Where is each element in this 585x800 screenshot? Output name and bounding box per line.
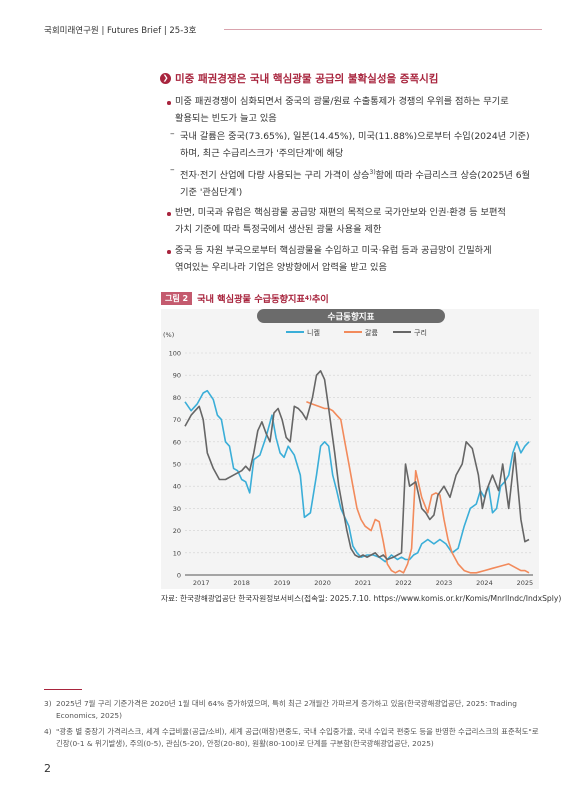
footnote-text: "광종 별 중장기 가격리스크, 세계 수급비율(공급/소비), 세계 공급(매… [56, 727, 539, 748]
series-line-구리 [184, 369, 530, 561]
bullet-dot-icon [167, 250, 171, 254]
bullet-item-1: 미중 패권경쟁이 심화되면서 중국의 광물/원료 수출통제가 경쟁의 우위를 점… [175, 93, 509, 127]
series-line-니켈 [184, 389, 530, 563]
section-title-text: 미중 패권경쟁은 국내 핵심광물 공급의 불확실성을 증폭시킴 [175, 73, 439, 85]
header-text: 국회미래연구원 | Futures Brief | 25-3호 [44, 26, 197, 36]
chart-title: 수급동향지표 [328, 312, 375, 323]
bullet-2-line-2: 가치 기준에 따라 특정국에서 생산된 광물 사용을 제한 [175, 224, 382, 235]
x-tick-label: 2023 [436, 579, 453, 587]
sub-item-1: 국내 갈륨은 중국(73.65%), 일본(14.45%), 미국(11.88%… [180, 128, 530, 162]
y-tick-label: 70 [173, 416, 181, 424]
bullet-1-line-1: 미중 패권경쟁이 심화되면서 중국의 광물/원료 수출통제가 경쟁의 우위를 점… [175, 96, 509, 107]
dash-icon: – [170, 164, 175, 175]
y-tick-label: 60 [173, 438, 181, 446]
chart-source: 자료: 한국광해광업공단 한국자원정보서비스(접속일: 2025.7.10. h… [161, 594, 562, 603]
figure-caption: 그림 2 국내 핵심광물 수급동향지표 4) 추이 [161, 291, 329, 305]
chevron-right-icon: ❯ [160, 73, 171, 84]
sub-2-line-2: 기준 '관심단계') [180, 187, 243, 199]
y-tick-label: 10 [173, 549, 181, 557]
bullet-1-line-2: 활용되는 빈도가 늘고 있음 [175, 113, 277, 124]
footnote-ref-4: 4) [304, 294, 312, 302]
dash-icon: – [170, 128, 175, 139]
y-axis-label: (%) [163, 331, 174, 339]
x-tick-label: 2017 [193, 579, 210, 587]
figure-title-suffix: 추이 [311, 294, 329, 305]
x-tick-label: 2022 [395, 579, 412, 587]
figure-badge: 그림 2 [161, 291, 193, 305]
series-line-갈륨 [306, 401, 530, 574]
y-tick-label: 0 [177, 572, 181, 580]
bullet-2-line-1: 반면, 미국과 유럽은 핵심광물 공급망 재편의 목적으로 국가안보와 인권·환… [175, 207, 506, 218]
bullet-item-3: 중국 등 자원 부국으로부터 핵심광물을 수입하고 미국·유럽 등과 공급망이 … [175, 242, 492, 276]
chart-title-pill [257, 309, 445, 323]
footnote-rule [44, 689, 82, 690]
sub-2-line-1: 전자·전기 산업에 다량 사용되는 구리 가격이 상승3)함에 따라 수급리스크… [180, 169, 531, 182]
bullet-3-line-1: 중국 등 자원 부국으로부터 핵심광물을 수입하고 미국·유럽 등과 공급망이 … [175, 245, 492, 256]
bullet-3-line-2: 엮여있는 우리나라 기업은 양방향에서 압력을 받고 있음 [175, 262, 387, 273]
footnote-3: 3) 2025년 7월 구리 기준가격은 2020년 1월 대비 64% 증가하… [44, 698, 544, 722]
footnote-number: 3) [44, 699, 52, 708]
sub-1-line-1: 국내 갈륨은 중국(73.65%), 일본(14.45%), 미국(11.88%… [180, 131, 530, 142]
x-tick-label: 2024 [476, 579, 493, 587]
y-tick-label: 50 [173, 461, 181, 469]
legend-label: 니켈 [307, 328, 320, 337]
x-tick-label: 2025 [517, 579, 534, 587]
legend-label: 구리 [414, 328, 427, 337]
bullet-dot-icon [167, 212, 171, 216]
footnote-ref-3: 3) [369, 169, 376, 176]
x-tick-label: 2019 [274, 579, 291, 587]
header-rule [224, 29, 542, 30]
x-tick-label: 2020 [314, 579, 331, 587]
figure-title: 국내 핵심광물 수급동향지표 [197, 294, 305, 305]
footnote-text: 2025년 7월 구리 기준가격은 2020년 1월 대비 64% 증가하였으며… [56, 699, 517, 720]
legend-label: 갈륨 [365, 329, 378, 337]
sub-item-2: 전자·전기 산업에 다량 사용되는 구리 가격이 상승3)함에 따라 수급리스크… [180, 164, 530, 201]
y-tick-label: 30 [173, 505, 181, 513]
y-tick-label: 90 [173, 372, 181, 380]
footnote-number: 4) [44, 727, 52, 736]
page-number: 2 [44, 762, 51, 775]
y-tick-label: 40 [173, 483, 181, 491]
x-tick-label: 2018 [233, 579, 250, 587]
section-title: ❯ 미중 패권경쟁은 국내 핵심광물 공급의 불확실성을 증폭시킴 [160, 71, 438, 86]
footnote-4: 4) "광종 별 중장기 가격리스크, 세계 수급비율(공급/소비), 세계 공… [44, 726, 544, 750]
y-tick-label: 20 [173, 527, 181, 535]
y-tick-label: 80 [173, 394, 181, 402]
bullet-dot-icon [167, 101, 171, 105]
x-tick-label: 2021 [355, 579, 372, 587]
y-tick-label: 100 [169, 350, 181, 358]
sub-1-line-2: 하며, 최근 수급리스크가 '주의단계'에 해당 [180, 148, 344, 159]
bullet-item-2: 반면, 미국과 유럽은 핵심광물 공급망 재편의 목적으로 국가안보와 인권·환… [175, 204, 506, 238]
